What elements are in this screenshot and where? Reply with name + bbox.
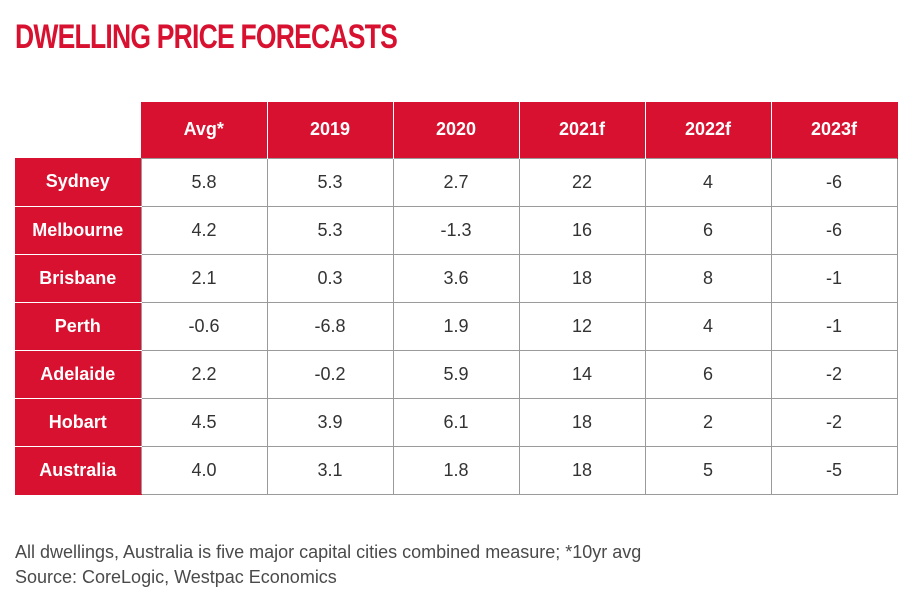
table-cell: -0.6 [140,301,268,351]
table-cell: 5.3 [266,157,394,207]
column-header: 2022f [645,102,772,158]
corner-cell [15,102,141,158]
column-header: 2019 [267,102,394,158]
table-cell: -6.8 [266,301,394,351]
table-cell: -0.2 [266,349,394,399]
table-cell: 22 [518,157,646,207]
table-cell: -2 [770,397,898,447]
table-cell: 5.9 [392,349,520,399]
table-cell: 3.1 [266,445,394,495]
footnote-text: All dwellings, Australia is five major c… [15,542,642,562]
table-cell: 4.5 [140,397,268,447]
table-cell: 18 [518,397,646,447]
page-title: DWELLING PRICE FORECASTS [15,18,398,56]
forecast-table: Avg* 2019 2020 2021f 2022f 2023f Sydney 5… [15,102,898,495]
table-cell: 5 [644,445,772,495]
table-cell: 8 [644,253,772,303]
table-cell: 4 [644,157,772,207]
table-cell: 12 [518,301,646,351]
table-cell: 3.9 [266,397,394,447]
table-cell: 0.3 [266,253,394,303]
row-label: Perth [15,302,141,351]
column-header: 2020 [393,102,520,158]
table-cell: 5.8 [140,157,268,207]
footnotes: All dwellings, Australia is five major c… [15,540,641,590]
table-row: Perth -0.6 -6.8 1.9 12 4 -1 [15,301,898,351]
header-row: Avg* 2019 2020 2021f 2022f 2023f [15,102,898,158]
row-label: Adelaide [15,350,141,399]
table-cell: 4.2 [140,205,268,255]
column-header: Avg* [141,102,268,158]
table-cell: 16 [518,205,646,255]
row-label: Melbourne [15,206,141,255]
row-label: Hobart [15,398,141,447]
row-label: Brisbane [15,254,141,303]
table-row: Adelaide 2.2 -0.2 5.9 14 6 -2 [15,349,898,399]
column-header: 2023f [771,102,898,158]
table-cell: 1.8 [392,445,520,495]
table-cell: -6 [770,157,898,207]
table-cell: 2 [644,397,772,447]
table-cell: 5.3 [266,205,394,255]
table-row: Melbourne 4.2 5.3 -1.3 16 6 -6 [15,205,898,255]
table-cell: -6 [770,205,898,255]
row-label: Australia [15,446,141,495]
row-label: Sydney [15,158,141,207]
table-cell: 6.1 [392,397,520,447]
table-row: Hobart 4.5 3.9 6.1 18 2 -2 [15,397,898,447]
table-cell: 14 [518,349,646,399]
table-cell: 3.6 [392,253,520,303]
table-row: Sydney 5.8 5.3 2.7 22 4 -6 [15,157,898,207]
table-cell: 4.0 [140,445,268,495]
table-cell: 6 [644,205,772,255]
table-cell: 4 [644,301,772,351]
table-cell: 2.1 [140,253,268,303]
table-cell: -1 [770,301,898,351]
table-cell: 6 [644,349,772,399]
table-cell: -5 [770,445,898,495]
table-cell: 18 [518,445,646,495]
table-cell: 2.2 [140,349,268,399]
table-cell: 1.9 [392,301,520,351]
table-cell: -1.3 [392,205,520,255]
column-header: 2021f [519,102,646,158]
table-cell: 18 [518,253,646,303]
table-row: Brisbane 2.1 0.3 3.6 18 8 -1 [15,253,898,303]
source-text: Source: CoreLogic, Westpac Economics [15,567,337,587]
table-row: Australia 4.0 3.1 1.8 18 5 -5 [15,445,898,495]
table-cell: -1 [770,253,898,303]
table-cell: -2 [770,349,898,399]
table-cell: 2.7 [392,157,520,207]
